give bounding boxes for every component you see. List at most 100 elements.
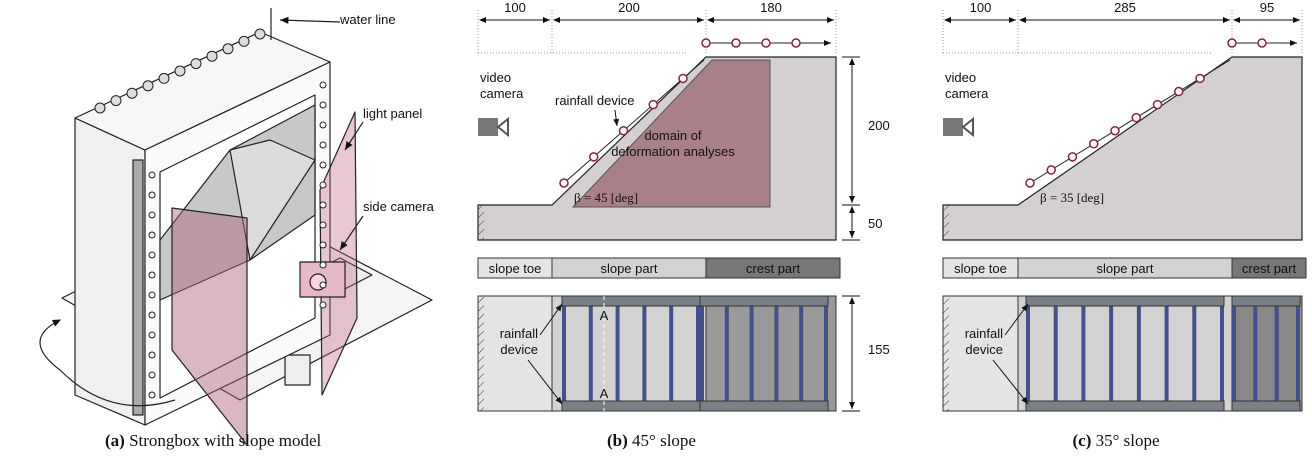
screw xyxy=(175,66,185,76)
device-bar xyxy=(700,296,828,306)
part-label: slope part xyxy=(600,261,657,276)
hatch xyxy=(478,296,484,411)
rainfall-label: device xyxy=(500,342,538,357)
camera xyxy=(478,118,498,136)
screw xyxy=(239,36,249,46)
label: light panel xyxy=(363,106,422,121)
rod xyxy=(774,306,778,401)
dimension: 100 xyxy=(504,0,526,15)
nozzle xyxy=(1196,74,1204,82)
caption-tag: (b) xyxy=(607,431,628,450)
rod xyxy=(616,306,620,401)
rod xyxy=(1232,306,1236,401)
strongbox xyxy=(40,8,432,445)
nozzle xyxy=(590,153,598,161)
label: side camera xyxy=(363,199,435,214)
screw xyxy=(191,59,201,69)
rainfall-device: rainfall device xyxy=(555,93,635,108)
figure: water line light panel side camera (a) S… xyxy=(0,0,1312,465)
caption-text: 35° slope xyxy=(1096,431,1160,450)
nozzle xyxy=(1132,114,1140,122)
plan-slope xyxy=(552,296,706,411)
beta: β = 45 [deg] xyxy=(574,190,638,205)
rod xyxy=(1026,306,1030,401)
caption-tag: (a) xyxy=(105,431,125,450)
screw xyxy=(255,29,265,39)
domain-label: deformation analyses xyxy=(611,144,735,159)
screw xyxy=(95,103,105,113)
hatch xyxy=(943,205,949,240)
bolt xyxy=(149,192,155,198)
camera-lens xyxy=(963,119,973,135)
rod xyxy=(1220,306,1224,401)
domain-label: domain of xyxy=(644,128,701,143)
caption-text: Strongbox with slope model xyxy=(129,431,321,450)
nozzle xyxy=(1047,166,1055,174)
bolt xyxy=(149,292,155,298)
part-label: crest part xyxy=(1242,261,1297,276)
nozzle xyxy=(702,39,710,47)
rod xyxy=(1081,306,1085,401)
rod xyxy=(589,306,593,401)
device-bar xyxy=(1026,296,1224,306)
rod xyxy=(1054,306,1058,401)
screw xyxy=(143,81,153,91)
rod xyxy=(1192,306,1196,401)
hatch xyxy=(943,296,949,411)
rod xyxy=(1275,306,1279,401)
nozzle xyxy=(792,39,800,47)
rainfall-label: rainfall xyxy=(500,326,538,341)
camera-label: video xyxy=(480,70,511,85)
nozzle xyxy=(762,39,770,47)
rod xyxy=(1253,306,1257,401)
dimension: 285 xyxy=(1114,0,1136,15)
caption: (a) Strongbox with slope model xyxy=(105,431,322,450)
screw xyxy=(111,96,121,106)
screw xyxy=(223,44,233,54)
rod xyxy=(696,306,700,401)
device-bar xyxy=(1232,296,1300,306)
rod xyxy=(799,306,803,401)
camera-label: camera xyxy=(480,86,524,101)
caption: (b) 45° slope xyxy=(607,431,696,450)
section-mark: A xyxy=(600,308,609,323)
rainfall-label: device xyxy=(965,342,1003,357)
rainfall-label: rainfall xyxy=(965,326,1003,341)
slope-section xyxy=(943,57,1302,240)
dimension: 50 xyxy=(868,216,882,231)
caption-text: 45° slope xyxy=(632,431,696,450)
hatch xyxy=(478,205,484,240)
device-bar xyxy=(562,296,700,306)
panel-b: 100200180domain ofdeformation analysesβ … xyxy=(478,0,890,450)
rod xyxy=(725,306,729,401)
rod xyxy=(1109,306,1113,401)
beta: β = 35 [deg] xyxy=(1040,190,1104,205)
bolt xyxy=(320,82,326,88)
bolt xyxy=(320,182,326,188)
camera-label: camera xyxy=(945,86,989,101)
rod xyxy=(669,306,673,401)
bolt xyxy=(149,372,155,378)
rod xyxy=(1165,306,1169,401)
dimension: 155 xyxy=(868,342,890,357)
part-label: slope toe xyxy=(954,261,1007,276)
bolt xyxy=(320,222,326,228)
bolt xyxy=(149,312,155,318)
part-label: slope part xyxy=(1096,261,1153,276)
nozzle xyxy=(620,127,628,135)
bolt xyxy=(320,282,326,288)
pointer xyxy=(615,110,617,126)
nozzle xyxy=(1154,101,1162,109)
rod xyxy=(1296,306,1300,401)
rod xyxy=(1137,306,1141,401)
bolt xyxy=(320,302,326,308)
bolt xyxy=(320,202,326,208)
camera-label: video xyxy=(945,70,976,85)
nozzle xyxy=(1111,127,1119,135)
rod xyxy=(824,306,828,401)
bolt xyxy=(320,262,326,268)
rod xyxy=(700,306,704,401)
dimension: 180 xyxy=(760,0,782,15)
screw xyxy=(159,73,169,83)
